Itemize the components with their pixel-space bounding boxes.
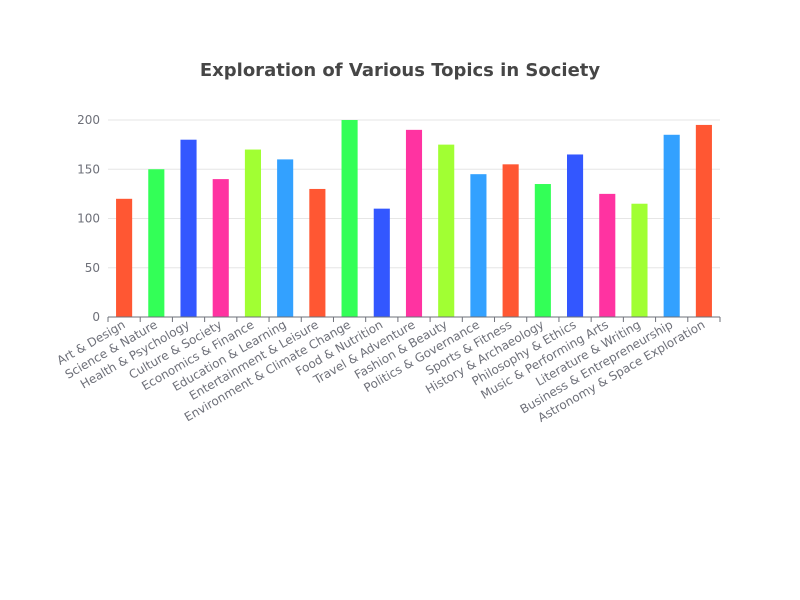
y-tick-labels: 0 50 100 150 200 — [77, 113, 100, 324]
axes — [107, 316, 721, 322]
y-tick-label: 50 — [85, 261, 100, 275]
bar[interactable] — [695, 124, 712, 317]
y-tick-label: 100 — [77, 212, 100, 226]
bar[interactable] — [663, 134, 680, 317]
bar[interactable] — [212, 179, 229, 317]
bar[interactable] — [599, 193, 616, 317]
bar[interactable] — [567, 154, 584, 317]
bar[interactable] — [534, 184, 551, 317]
bar[interactable] — [470, 174, 487, 317]
bar[interactable] — [148, 169, 165, 317]
bar[interactable] — [309, 188, 326, 317]
bar[interactable] — [373, 208, 390, 317]
bar[interactable] — [438, 144, 455, 317]
bars — [116, 120, 712, 317]
bar[interactable] — [631, 203, 648, 317]
chart-title: Exploration of Various Topics in Society — [199, 60, 601, 81]
y-tick-label: 200 — [77, 113, 100, 127]
bar[interactable] — [244, 149, 261, 317]
y-tick-label: 150 — [77, 162, 100, 176]
bar[interactable] — [502, 164, 519, 317]
y-tick-label: 0 — [92, 310, 100, 324]
bar[interactable] — [277, 159, 294, 317]
bar[interactable] — [341, 120, 358, 317]
bar[interactable] — [180, 139, 197, 317]
bar[interactable] — [405, 129, 423, 317]
bar[interactable] — [116, 198, 133, 317]
